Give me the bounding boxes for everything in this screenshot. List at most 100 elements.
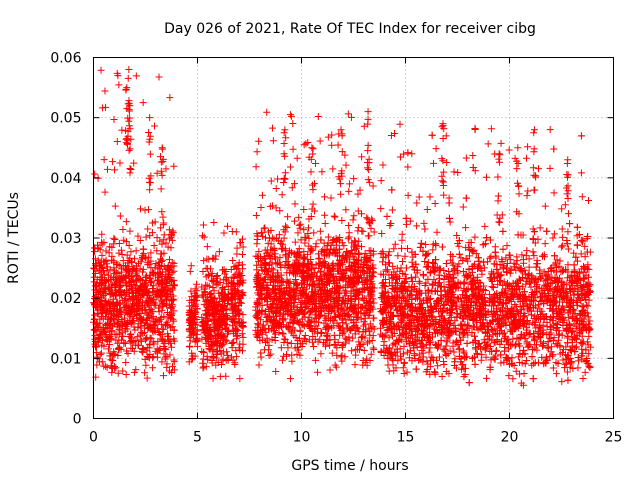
data-point xyxy=(398,244,406,252)
data-point xyxy=(546,126,554,134)
data-point xyxy=(297,236,305,244)
data-point xyxy=(377,205,385,213)
data-point xyxy=(125,262,133,270)
data-point xyxy=(188,325,196,333)
data-point xyxy=(558,205,566,213)
data-point xyxy=(317,236,325,244)
data-point xyxy=(111,202,119,210)
data-point xyxy=(561,201,569,209)
data-point xyxy=(213,272,221,280)
data-point xyxy=(201,288,209,296)
data-point xyxy=(113,331,121,339)
data-point xyxy=(487,253,495,261)
data-point xyxy=(139,99,147,107)
data-point xyxy=(310,229,318,237)
data-point xyxy=(107,276,115,284)
data-point xyxy=(219,307,227,315)
data-point xyxy=(481,286,489,294)
data-point xyxy=(358,243,366,251)
data-point xyxy=(154,269,162,277)
data-point xyxy=(185,358,193,366)
data-point xyxy=(160,312,168,320)
data-point xyxy=(329,165,337,173)
data-point xyxy=(136,331,144,339)
data-point xyxy=(291,200,299,208)
data-point xyxy=(186,309,194,317)
data-point xyxy=(286,375,294,383)
data-point xyxy=(98,240,106,248)
data-point xyxy=(132,336,140,344)
data-point xyxy=(126,227,134,235)
data-point xyxy=(142,361,150,369)
data-point xyxy=(530,360,538,368)
data-point xyxy=(205,306,213,314)
data-point xyxy=(344,235,352,243)
data-point xyxy=(167,230,175,238)
data-point xyxy=(132,72,140,80)
data-point xyxy=(548,343,556,351)
data-point xyxy=(144,311,152,319)
data-point xyxy=(316,227,324,235)
data-point xyxy=(212,361,220,369)
data-point xyxy=(187,331,195,339)
data-point xyxy=(469,152,477,160)
data-point xyxy=(114,339,122,347)
data-point xyxy=(345,222,353,230)
data-point xyxy=(272,367,280,375)
data-point xyxy=(450,168,458,176)
data-point xyxy=(145,260,153,268)
data-point xyxy=(193,327,201,335)
data-point xyxy=(284,213,292,221)
data-point xyxy=(99,278,107,286)
data-point xyxy=(288,351,296,359)
data-point xyxy=(93,281,101,289)
data-point xyxy=(235,279,243,287)
data-point xyxy=(484,140,492,148)
data-point xyxy=(107,283,115,291)
data-point xyxy=(198,283,206,291)
data-point xyxy=(130,323,138,331)
data-point xyxy=(238,235,246,243)
data-point xyxy=(136,282,144,290)
data-point xyxy=(215,289,223,297)
data-point xyxy=(233,250,241,258)
data-point xyxy=(577,169,585,177)
data-point xyxy=(96,306,104,314)
data-point xyxy=(252,163,260,171)
data-point xyxy=(111,166,119,174)
data-point xyxy=(102,297,110,305)
data-point xyxy=(167,303,175,311)
data-point xyxy=(237,294,245,302)
data-point xyxy=(132,366,140,374)
data-point xyxy=(220,229,228,237)
data-point xyxy=(212,335,220,343)
data-point xyxy=(574,364,582,372)
data-point xyxy=(431,199,439,207)
data-point xyxy=(236,318,244,326)
data-point xyxy=(102,103,110,111)
data-point xyxy=(198,313,206,321)
data-point xyxy=(391,240,399,248)
data-point xyxy=(279,329,287,337)
data-point xyxy=(368,336,376,344)
data-point xyxy=(152,347,160,355)
data-point xyxy=(411,273,419,281)
data-point xyxy=(156,345,164,353)
data-point xyxy=(235,315,243,323)
data-point xyxy=(541,202,549,210)
data-point xyxy=(186,267,194,275)
data-point xyxy=(471,233,479,241)
data-point xyxy=(154,337,162,345)
data-point xyxy=(330,212,338,220)
data-point xyxy=(574,257,582,265)
data-point xyxy=(139,245,147,253)
data-point xyxy=(287,112,295,120)
data-point xyxy=(509,335,517,343)
data-point xyxy=(145,306,153,314)
data-point xyxy=(300,226,308,234)
data-point xyxy=(127,331,135,339)
data-point xyxy=(398,236,406,244)
data-point xyxy=(354,190,362,198)
data-point xyxy=(106,352,114,360)
data-point xyxy=(168,309,176,317)
